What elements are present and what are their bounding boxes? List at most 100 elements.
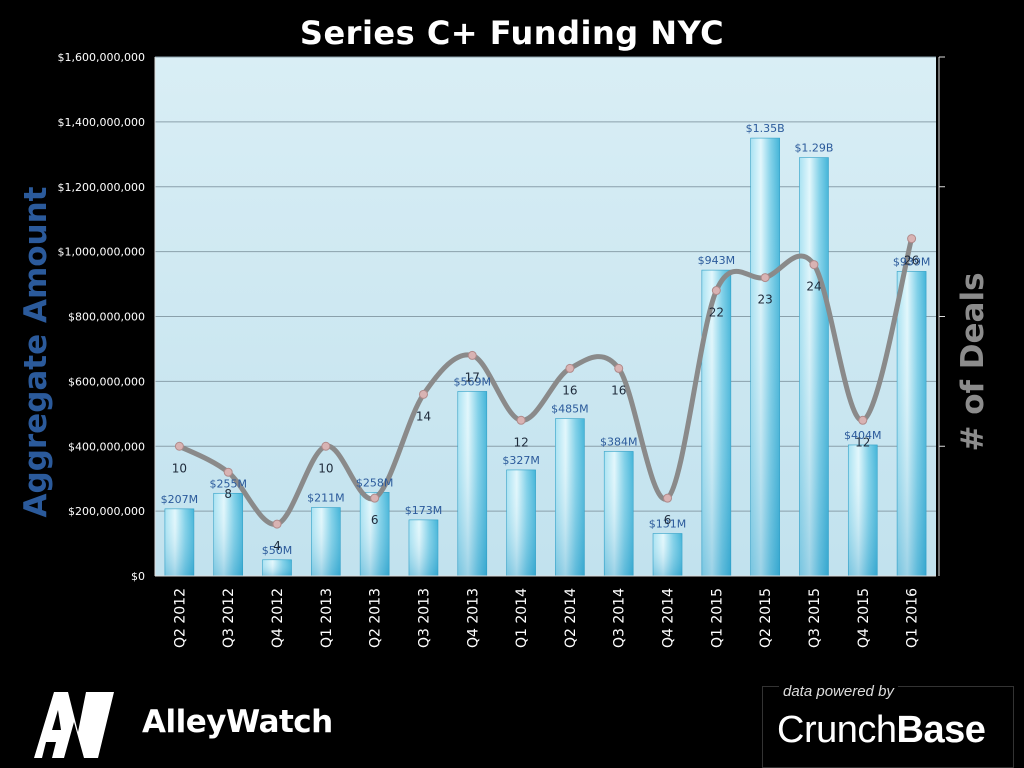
- bar-value-label: $50M: [262, 544, 293, 557]
- deal-count-label: 26: [904, 254, 919, 268]
- deal-count-label: 22: [709, 306, 724, 320]
- deals-point: [711, 286, 721, 296]
- bar-shade: [164, 508, 194, 576]
- deals-point: [614, 363, 624, 373]
- bar-shade: [457, 391, 487, 576]
- y-tick-label: $0: [131, 570, 145, 583]
- crunchbase-name-part1: Crunch: [777, 709, 897, 751]
- deals-point: [809, 260, 819, 270]
- deal-count-label: 17: [465, 370, 480, 384]
- chart-title: Series C+ Funding NYC: [299, 14, 725, 52]
- x-tick-label: Q3 2014: [612, 588, 628, 648]
- powered-by-label: data powered by: [779, 683, 898, 700]
- deal-count-label: 12: [513, 435, 528, 449]
- y-tick-label: $400,000,000: [68, 440, 145, 453]
- y-tick-label: $1,200,000,000: [58, 181, 145, 194]
- x-tick-label: Q3 2015: [807, 588, 823, 648]
- y2-axis-title: # of Deals: [955, 272, 991, 451]
- deals-point: [223, 467, 233, 477]
- bar-value-label: $207M: [161, 493, 199, 506]
- deal-count-label: 4: [273, 539, 281, 553]
- bar-shade: [360, 492, 390, 576]
- x-tick-label: Q4 2012: [270, 588, 286, 648]
- alleywatch-name: AlleyWatch: [142, 704, 333, 740]
- y-tick-label: $1,400,000,000: [58, 116, 145, 129]
- deal-count-label: 16: [562, 383, 577, 397]
- x-tick-label: Q2 2012: [172, 588, 188, 648]
- bars: [164, 137, 927, 577]
- bar-shade: [555, 418, 585, 576]
- bar-value-label: $1.35B: [746, 122, 785, 135]
- y-tick-label: $800,000,000: [68, 311, 145, 324]
- x-tick-label: Q4 2015: [856, 588, 872, 648]
- crunchbase-logo: CrunchBase: [777, 709, 986, 752]
- bar-value-label: $327M: [502, 454, 540, 467]
- bar-value-label: $485M: [551, 403, 589, 416]
- deals-point: [321, 441, 331, 451]
- deals-point: [565, 363, 575, 373]
- deals-point: [418, 389, 428, 399]
- bar-value-label: $384M: [600, 435, 638, 448]
- deals-point: [370, 493, 380, 503]
- deals-line: [174, 234, 917, 529]
- deal-count-label: 6: [664, 513, 672, 527]
- bar-shade: [311, 507, 341, 576]
- bar-shade: [750, 138, 780, 576]
- alleywatch-icon: [34, 692, 114, 758]
- bar-shade: [653, 533, 683, 576]
- deals-point: [174, 441, 184, 451]
- alleywatch-logo: AlleyWatch: [34, 692, 333, 758]
- deals-point: [760, 273, 770, 283]
- bar-value-label: $404M: [844, 429, 882, 442]
- x-tick-label: Q1 2016: [905, 588, 921, 648]
- bar-shade: [506, 469, 536, 576]
- deal-count-label: 24: [806, 280, 821, 294]
- bar-shade: [213, 493, 243, 576]
- deals-point: [516, 415, 526, 425]
- deal-count-label: 10: [318, 461, 333, 475]
- y-tick-label: $1,000,000,000: [58, 246, 145, 259]
- deal-count-label: 10: [172, 461, 187, 475]
- bar-value-label: $939M: [893, 255, 931, 268]
- axes: $0 $200,000,000 $400,000,000 $600,000,000 $8…: [18, 51, 991, 648]
- x-tick-label: Q4 2013: [465, 588, 481, 648]
- x-tick-label: Q4 2014: [661, 588, 677, 648]
- deals-point: [663, 493, 673, 503]
- y-tick-label: $600,000,000: [68, 375, 145, 388]
- bar-shade: [848, 444, 878, 576]
- deal-count-label: 8: [224, 487, 232, 501]
- x-tick-label: Q1 2013: [319, 588, 335, 648]
- y-tick-label: $200,000,000: [68, 505, 145, 518]
- crunchbase-credit: data powered by CrunchBase: [762, 683, 1014, 768]
- x-tick-label: Q2 2013: [368, 588, 384, 648]
- x-tick-label: Q1 2015: [709, 588, 725, 648]
- crunchbase-name-part2: Base: [896, 709, 986, 751]
- deal-count-label: 12: [855, 435, 870, 449]
- bar-value-label: $255M: [209, 477, 247, 490]
- x-tick-label: Q1 2014: [514, 588, 530, 648]
- deals-point: [272, 519, 282, 529]
- data-labels: $207M $255M $50M $211M $258M $173M $569M $327M $…: [161, 122, 931, 557]
- bar-shade: [262, 559, 292, 576]
- x-tick-label: Q3 2012: [221, 588, 237, 648]
- y-axis-title: Aggregate Amount: [18, 186, 54, 517]
- deal-count-label: 16: [611, 383, 626, 397]
- bar-shade: [408, 519, 438, 576]
- x-tick-label: Q2 2014: [563, 588, 579, 648]
- deals-point: [858, 415, 868, 425]
- bar-shade: [799, 157, 829, 576]
- x-tick-label: Q2 2015: [758, 588, 774, 648]
- bar-shade: [897, 271, 927, 576]
- bar-value-label: $173M: [405, 504, 443, 517]
- x-tick-label: Q3 2013: [416, 588, 432, 648]
- deals-point: [907, 234, 917, 244]
- bar-value-label: $1.29B: [794, 142, 833, 155]
- bar-value-label: $258M: [356, 476, 394, 489]
- deal-count-label: 6: [371, 513, 379, 527]
- y-tick-label: $1,600,000,000: [58, 51, 145, 64]
- bar-value-label: $131M: [649, 518, 687, 531]
- chart: $207M$255M$50M$211M$258M$173M$569M$327M$…: [18, 51, 991, 648]
- bar-value-label: $211M: [307, 492, 345, 505]
- deals-point: [467, 350, 477, 360]
- bar-value-label: $943M: [698, 254, 736, 267]
